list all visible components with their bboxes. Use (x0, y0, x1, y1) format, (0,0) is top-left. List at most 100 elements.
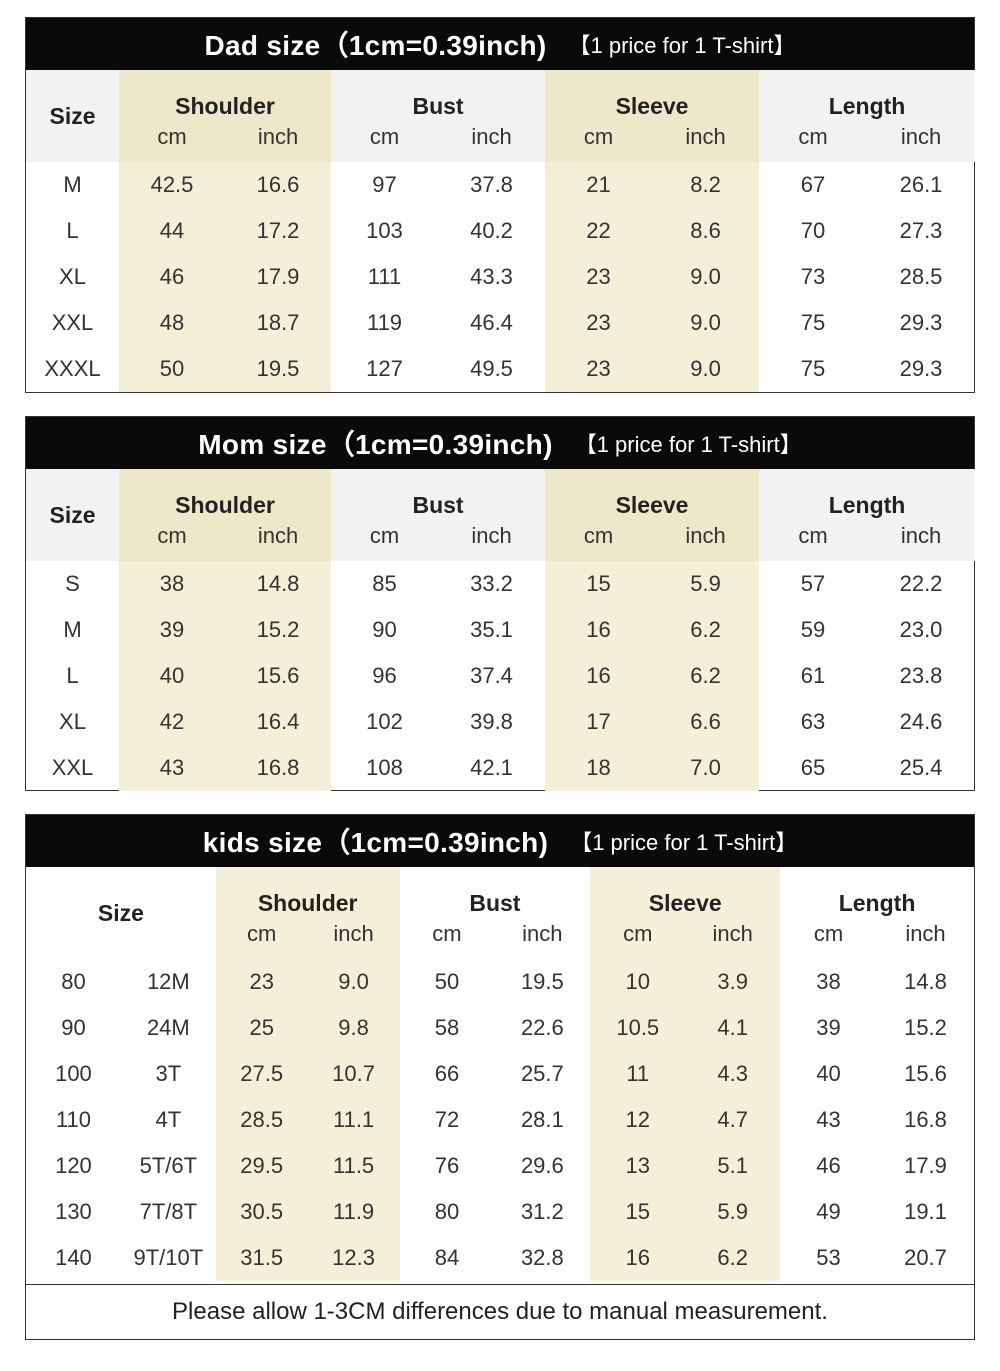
table-cell: 11.1 (307, 1097, 400, 1143)
table-cell: 66 (434, 1061, 460, 1086)
table-cell: 23.8 (899, 663, 943, 688)
table-cell: 46.4 (470, 310, 513, 335)
size-column-header: Size (26, 469, 119, 561)
table-cell: 90 (372, 617, 397, 642)
table-cell: 10 (590, 959, 686, 1005)
kids-price-note: 【1 price for 1 T-shirt】 (570, 830, 798, 855)
table-cell: M (63, 617, 82, 642)
table-cell: 15.6 (225, 653, 332, 699)
table-cell: 43 (816, 1107, 841, 1132)
unit-inch: inch (438, 521, 546, 561)
table-cell: 29.3 (899, 356, 943, 381)
table-cell: 50 (119, 346, 225, 392)
table-cell: 80 (61, 969, 86, 994)
table-cell: 29.3 (899, 310, 943, 335)
table-cell: 16.4 (225, 699, 332, 745)
table-cell: 49 (816, 1199, 841, 1224)
table-cell: 38 (816, 969, 841, 994)
table-cell: 38 (119, 561, 225, 607)
table-cell: 16.8 (225, 745, 332, 791)
dad-rows: M 42.5 16.6 97 37.8 21 8.2 67 26.1 L 44 17.2 103 40.2… (26, 162, 975, 392)
bust-header: Bust (331, 469, 546, 521)
unit-cm: cm (119, 521, 225, 561)
table-cell: 22.6 (520, 1015, 564, 1040)
table-cell: 130 (55, 1199, 92, 1224)
table-cell: 42.5 (119, 162, 225, 208)
table-cell: 63 (800, 709, 826, 734)
table-cell: 57 (800, 571, 826, 596)
table-cell: 96 (372, 663, 397, 688)
table-cell: 42 (119, 699, 225, 745)
table-cell: 103 (366, 218, 403, 243)
shoulder-header: Shoulder (215, 867, 400, 919)
table-cell: 26.1 (899, 172, 943, 197)
table-cell: 5.9 (652, 561, 760, 607)
table-cell: 127 (366, 356, 403, 381)
shoulder-header: Shoulder (119, 70, 332, 122)
unit-cm: cm (545, 122, 653, 162)
table-cell: 9.0 (652, 346, 760, 392)
table-cell: 27.3 (899, 218, 943, 243)
unit-inch: inch (867, 122, 976, 162)
table-cell: 23 (215, 959, 308, 1005)
table-cell: 40 (816, 1061, 841, 1086)
table-cell: 28.1 (520, 1107, 564, 1132)
unit-inch: inch (652, 521, 760, 561)
table-cell: 12.3 (307, 1235, 400, 1281)
table-cell: 29.6 (520, 1153, 564, 1178)
table-cell: 8.6 (652, 208, 760, 254)
bust-header: Bust (469, 890, 521, 916)
table-cell: 16 (545, 653, 653, 699)
mom-size-table: Mom size（1cm=0.39inch) 【1 price for 1 T-… (25, 416, 976, 791)
table-cell: 9.0 (652, 254, 760, 300)
table-cell: 10.7 (307, 1051, 400, 1097)
table-cell: 43.3 (470, 264, 513, 289)
unit-inch: inch (867, 521, 976, 561)
table-cell: 15 (545, 561, 653, 607)
unit-inch: inch (905, 921, 946, 946)
kids-size-title: kids size（1cm=0.39inch) (202, 827, 549, 858)
table-cell: 16 (590, 1235, 686, 1281)
length-header: Length (759, 70, 976, 122)
table-cell: 30.5 (215, 1189, 308, 1235)
table-cell: XXL (51, 755, 94, 780)
unit-inch: inch (225, 521, 332, 561)
table-cell: 11.5 (307, 1143, 400, 1189)
dad-size-header: Dad size（1cm=0.39inch) 【1 price for 1 T-… (26, 18, 974, 70)
table-cell: 80 (434, 1199, 460, 1224)
table-cell: 17.2 (225, 208, 332, 254)
table-cell: 140 (55, 1245, 92, 1270)
table-cell: 39 (119, 607, 225, 653)
table-cell: 28.5 (899, 264, 943, 289)
table-row: 140 9T/10T 31.5 12.3 84 32.8 16 6.2 53 20.7 (26, 1235, 974, 1281)
shoulder-header: Shoulder (119, 469, 332, 521)
table-cell: 5T/6T (139, 1153, 198, 1178)
table-cell: 19.5 (520, 969, 564, 994)
mom-size-header: Mom size（1cm=0.39inch) 【1 price for 1 T-… (26, 417, 974, 469)
table-cell: 75 (800, 356, 826, 381)
unit-cm: cm (119, 122, 225, 162)
unit-cm: cm (215, 919, 308, 959)
table-cell: L (66, 218, 79, 243)
unit-cm: cm (432, 921, 462, 946)
table-cell: 15.2 (225, 607, 332, 653)
table-cell: 6.2 (685, 1235, 781, 1281)
table-cell: 27.5 (215, 1051, 308, 1097)
table-cell: 14.8 (225, 561, 332, 607)
unit-cm: cm (759, 122, 868, 162)
table-cell: 4.1 (685, 1005, 781, 1051)
table-row: S 38 14.8 85 33.2 15 5.9 57 22.2 (26, 561, 975, 607)
table-cell: 37.4 (470, 663, 513, 688)
table-cell: 6.6 (652, 699, 760, 745)
table-cell: 31.5 (215, 1235, 308, 1281)
sleeve-header: Sleeve (545, 70, 760, 122)
measurement-disclaimer: Please allow 1-3CM differences due to ma… (25, 1284, 975, 1340)
table-cell: L (66, 663, 79, 688)
table-row: XL 42 16.4 102 39.8 17 6.6 63 24.6 (26, 699, 975, 745)
table-cell: 97 (372, 172, 397, 197)
kids-size-grid: Size Shoulder Bust Sleeve Length cm inch… (26, 867, 974, 1281)
table-cell: 7T/8T (139, 1199, 198, 1224)
table-cell: 10.5 (590, 1005, 686, 1051)
table-cell: 67 (800, 172, 826, 197)
table-cell: 40 (119, 653, 225, 699)
